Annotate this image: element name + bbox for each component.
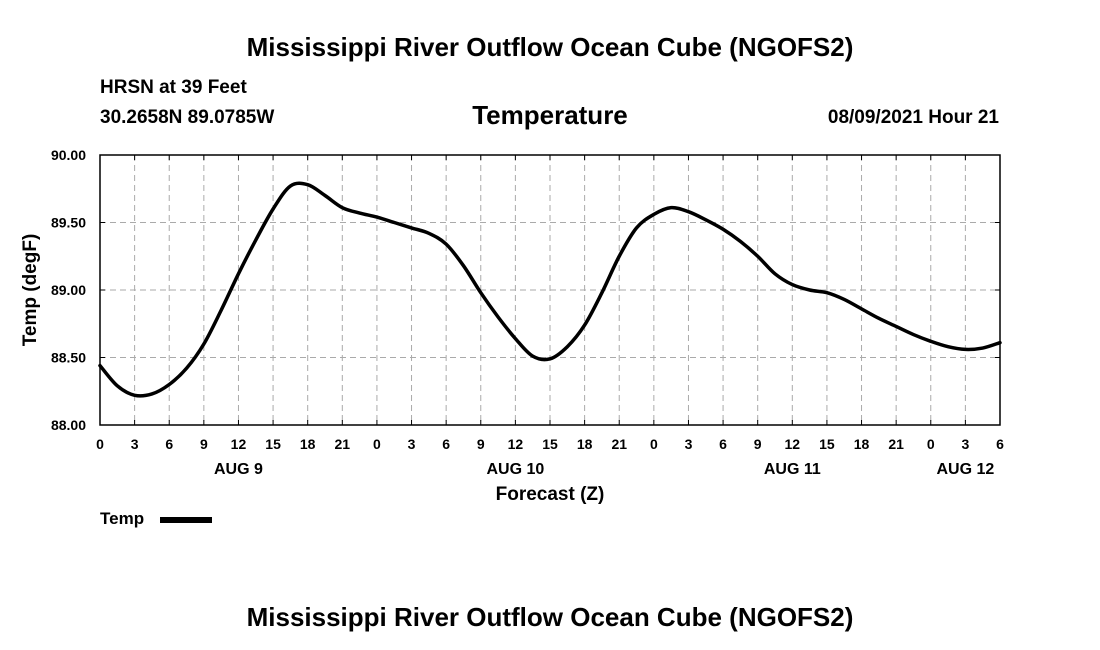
series-layer xyxy=(98,181,1002,398)
x-tick-label: 9 xyxy=(200,436,208,452)
chart-title-bottom: Mississippi River Outflow Ocean Cube (NG… xyxy=(246,602,854,632)
x-tick-label: 9 xyxy=(477,436,485,452)
x-tick-label: 6 xyxy=(996,436,1004,452)
y-tick-label: 89.00 xyxy=(51,282,86,298)
station-name: HRSN at 39 Feet xyxy=(100,77,247,98)
x-tick-label: 21 xyxy=(888,436,904,452)
y-tick-label: 89.50 xyxy=(51,215,86,231)
panel-title: Temperature xyxy=(472,100,628,130)
y-tick-label: 88.00 xyxy=(51,417,86,433)
x-tick-label: 0 xyxy=(96,436,104,452)
axis-labels: 0 3 6 9 12 15 18 21 0 3 6 9 12 15 18 21 0 3 6 9 12 15 18 21 0 3 6 8… xyxy=(20,147,1004,505)
x-tick-label: 18 xyxy=(854,436,870,452)
x-tick-label: 6 xyxy=(442,436,450,452)
x-tick-label: 3 xyxy=(685,436,693,452)
station-coords: 30.2658N 89.0785W xyxy=(100,107,275,128)
x-tick-label: 0 xyxy=(927,436,935,452)
x-tick-label: 18 xyxy=(577,436,593,452)
legend-label: Temp xyxy=(100,509,145,528)
day-label: AUG 12 xyxy=(936,461,994,478)
y-tick-label: 88.50 xyxy=(51,350,86,366)
day-label: AUG 11 xyxy=(764,461,821,478)
y-axis-label: Temp (degF) xyxy=(20,234,41,347)
x-tick-label: 6 xyxy=(165,436,173,452)
x-tick-label: 12 xyxy=(231,436,247,452)
x-tick-label: 15 xyxy=(819,436,835,452)
day-label: AUG 9 xyxy=(214,461,263,478)
x-tick-label: 18 xyxy=(300,436,316,452)
chart-title-top: Mississippi River Outflow Ocean Cube (NG… xyxy=(246,32,854,62)
axes xyxy=(99,154,1001,426)
y-tick-label: 90.00 xyxy=(51,147,86,163)
x-tick-label: 21 xyxy=(335,436,351,452)
legend-line-swatch xyxy=(160,517,212,523)
x-tick-label: 15 xyxy=(265,436,281,452)
x-axis-label: Forecast (Z) xyxy=(496,484,605,505)
grid-lines xyxy=(100,155,1000,425)
day-label: AUG 10 xyxy=(486,461,544,478)
x-tick-label: 12 xyxy=(508,436,524,452)
x-tick-label: 3 xyxy=(961,436,969,452)
x-tick-label: 3 xyxy=(131,436,139,452)
forecast-timestamp: 08/09/2021 Hour 21 xyxy=(827,107,999,128)
x-tick-label: 0 xyxy=(373,436,381,452)
series-line-temp xyxy=(98,181,1002,398)
x-tick-label: 12 xyxy=(785,436,801,452)
x-tick-label: 0 xyxy=(650,436,658,452)
x-tick-label: 6 xyxy=(719,436,727,452)
x-tick-label: 21 xyxy=(611,436,627,452)
x-tick-label: 3 xyxy=(408,436,416,452)
x-tick-label: 15 xyxy=(542,436,558,452)
x-tick-label: 9 xyxy=(754,436,762,452)
